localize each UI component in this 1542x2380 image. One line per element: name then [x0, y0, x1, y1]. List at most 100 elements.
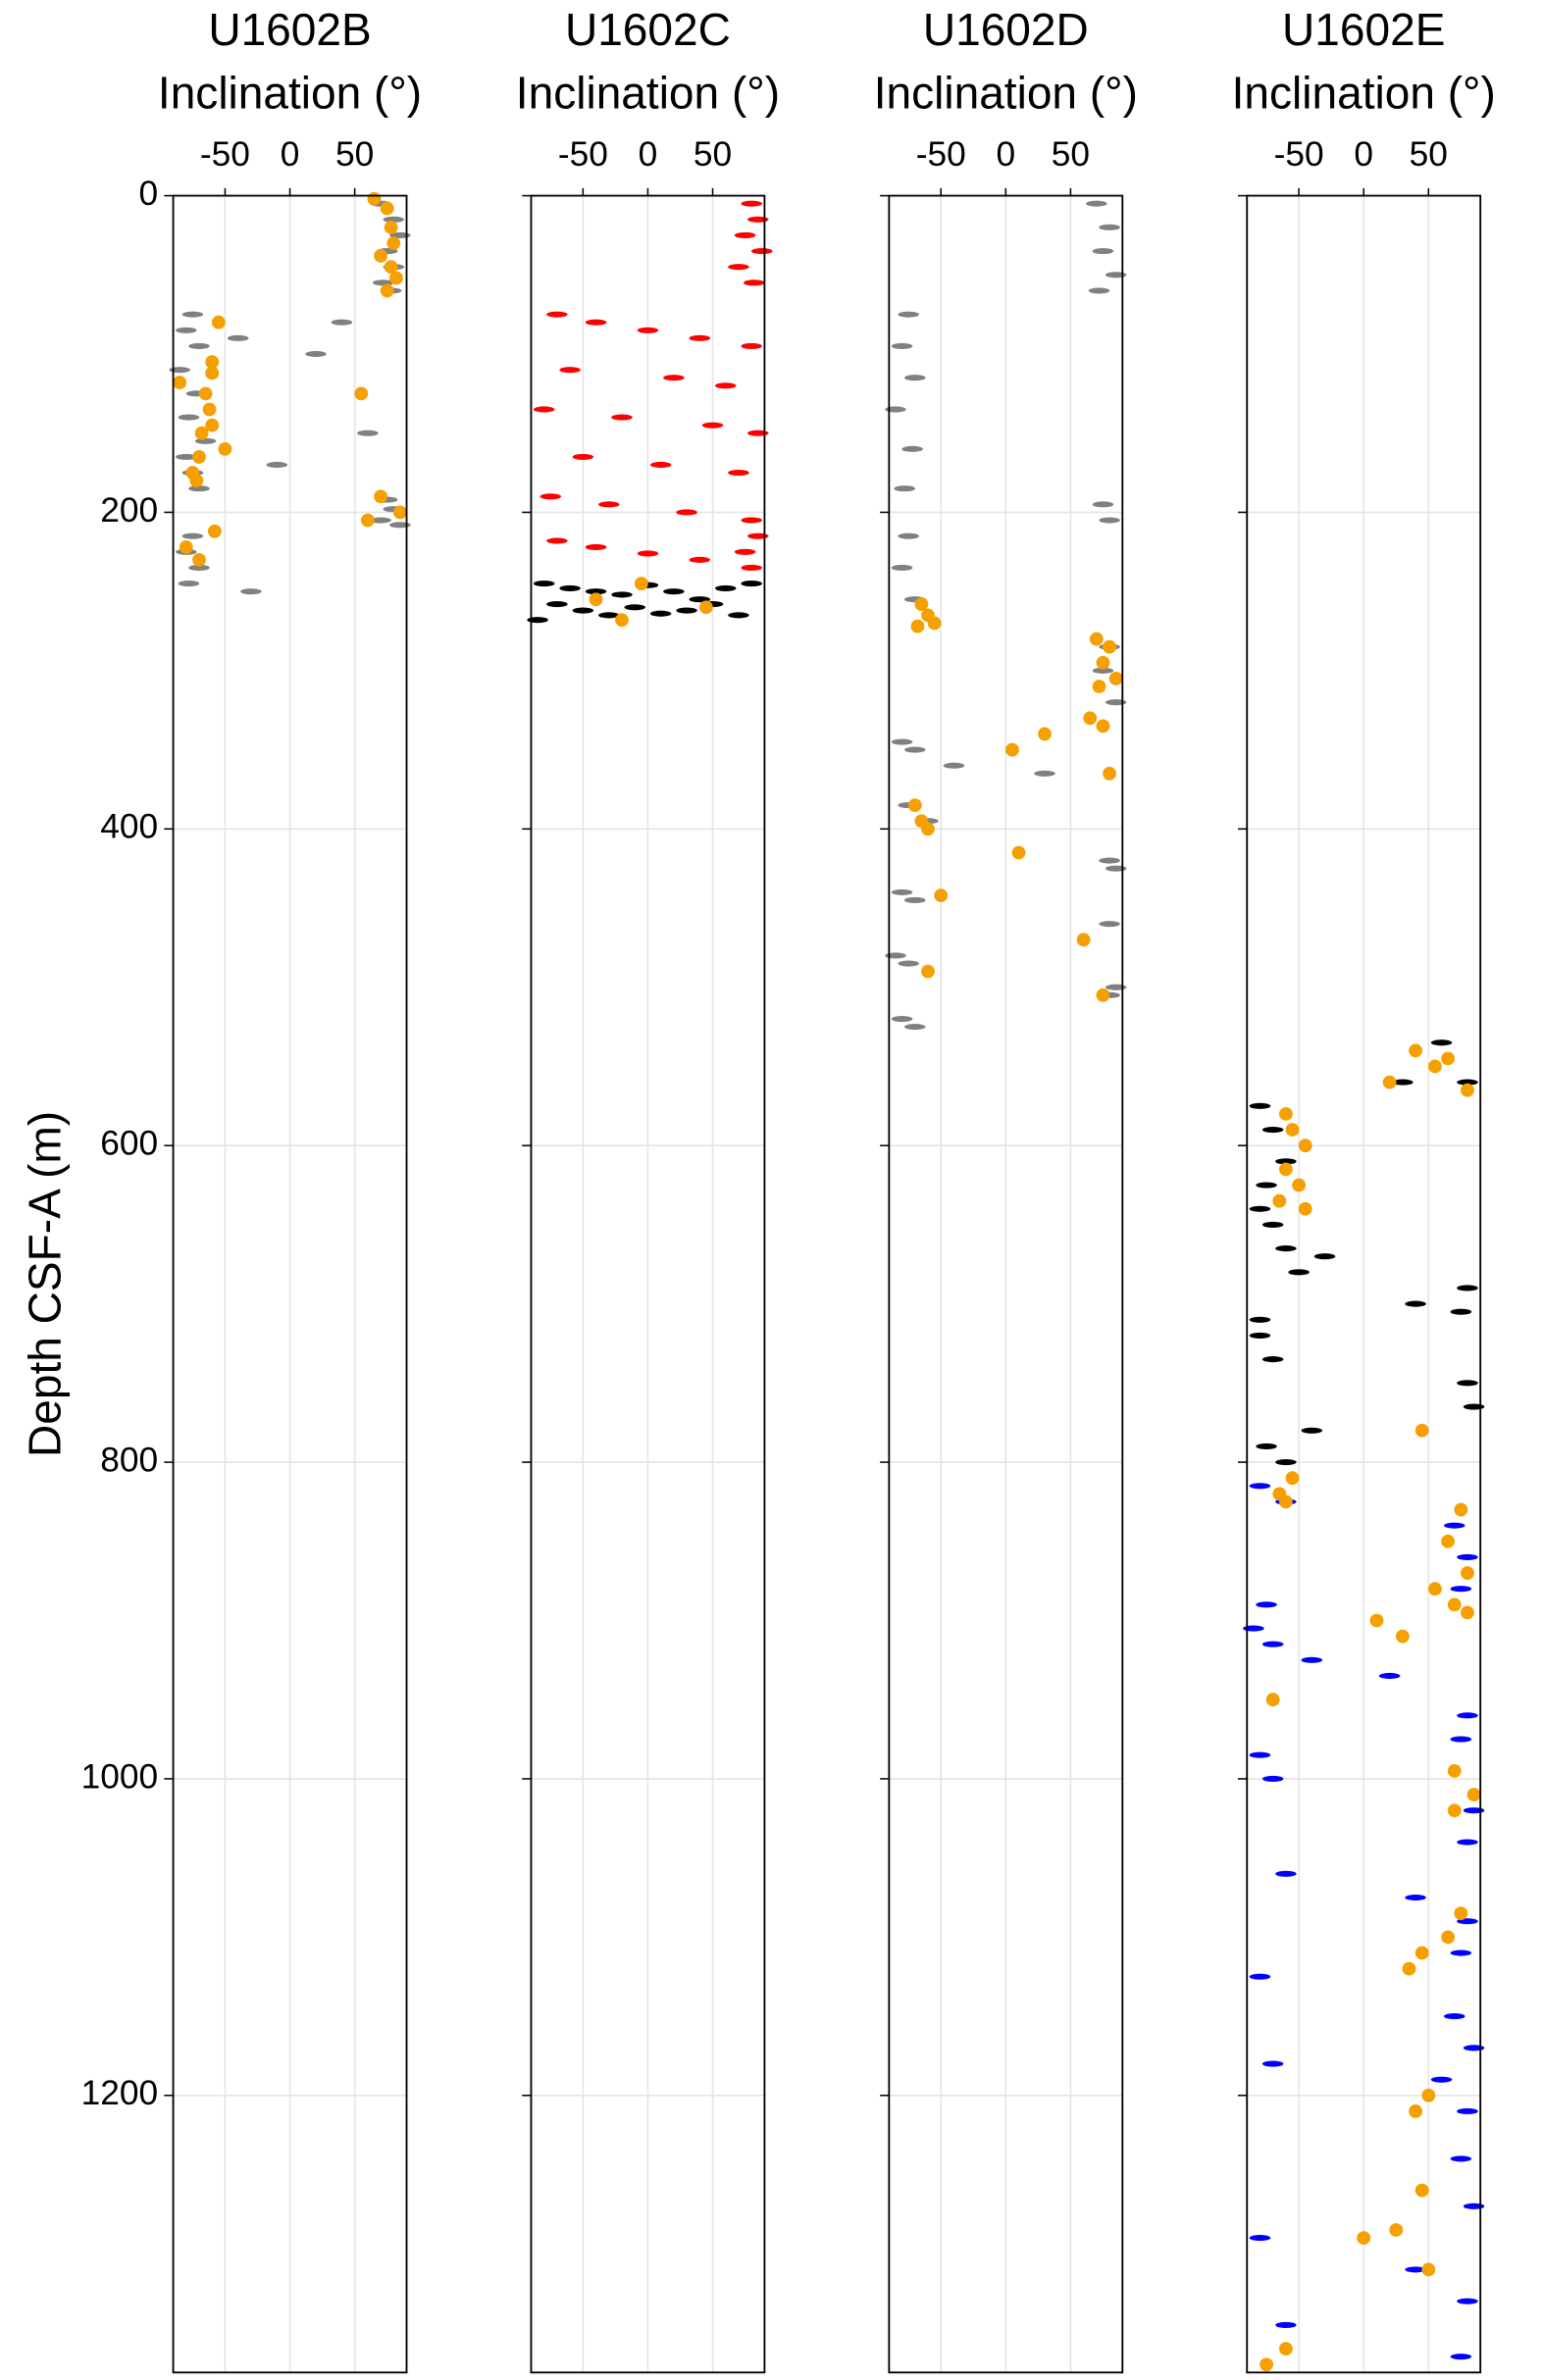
x-tick-label: -50 — [558, 135, 608, 174]
point — [891, 564, 913, 572]
point — [1444, 2013, 1465, 2020]
point — [540, 493, 562, 500]
point — [1441, 1051, 1456, 1066]
point — [1103, 766, 1116, 781]
point — [1261, 1356, 1284, 1363]
point — [1463, 1403, 1485, 1410]
point — [1450, 1308, 1472, 1315]
point — [728, 264, 749, 271]
point — [1457, 1839, 1478, 1846]
point — [546, 311, 568, 318]
point — [1105, 272, 1127, 279]
point — [1005, 742, 1019, 757]
point — [380, 283, 394, 298]
point — [1457, 2298, 1478, 2304]
point — [1357, 2231, 1371, 2246]
point — [1076, 933, 1091, 947]
x-axis-label: Inclination (°) — [158, 67, 422, 118]
point — [747, 216, 769, 223]
point — [1259, 2357, 1273, 2372]
point — [585, 543, 607, 551]
point — [1463, 1807, 1485, 1814]
point — [689, 334, 711, 341]
point — [714, 584, 737, 591]
point — [1249, 2235, 1271, 2242]
point — [1382, 1075, 1397, 1089]
point — [179, 540, 193, 554]
point — [1457, 1553, 1478, 1560]
point — [624, 604, 645, 611]
point — [891, 1015, 913, 1023]
point — [1298, 1139, 1312, 1153]
panel-title: U1602D — [923, 4, 1089, 55]
point — [1099, 857, 1120, 864]
point — [891, 738, 913, 745]
panel: U1602E Inclination (°) -50 0 50 — [1232, 4, 1496, 2374]
point — [1261, 1221, 1284, 1228]
point — [1275, 1870, 1297, 1877]
point — [1457, 2107, 1478, 2115]
point — [1092, 501, 1114, 508]
point — [1463, 2203, 1485, 2209]
point — [1096, 719, 1110, 734]
plot-frame — [172, 194, 408, 2374]
point — [374, 249, 387, 263]
point — [1083, 711, 1098, 726]
point — [1249, 1102, 1271, 1109]
point — [1038, 727, 1052, 741]
point — [1261, 1126, 1284, 1134]
point — [1256, 1443, 1277, 1449]
point — [894, 485, 915, 492]
point — [527, 617, 548, 624]
point — [205, 366, 220, 380]
point — [598, 612, 620, 619]
point — [1447, 1763, 1462, 1778]
point — [701, 422, 724, 429]
point — [202, 402, 217, 417]
point — [370, 517, 391, 524]
point — [1454, 1906, 1468, 1921]
point — [188, 342, 210, 349]
point — [1444, 1522, 1465, 1529]
point — [1096, 987, 1110, 1002]
point — [1275, 2321, 1297, 2328]
point — [1450, 2354, 1472, 2360]
point — [585, 319, 607, 326]
point — [1265, 1693, 1280, 1707]
point — [1441, 1534, 1456, 1548]
point — [728, 612, 749, 619]
point — [1409, 2104, 1423, 2118]
point — [1430, 2076, 1453, 2083]
point — [741, 517, 762, 524]
point — [1243, 1625, 1264, 1632]
x-tick-label: 0 — [997, 135, 1016, 174]
point — [176, 327, 197, 333]
point — [178, 581, 200, 587]
x-axis-label: Inclination (°) — [516, 67, 780, 118]
point — [1430, 1039, 1453, 1046]
point — [1369, 1613, 1384, 1628]
point — [1285, 1471, 1300, 1486]
point — [1421, 2088, 1436, 2102]
point — [1272, 1193, 1287, 1208]
point — [598, 501, 620, 508]
point — [1454, 1502, 1468, 1517]
point — [741, 342, 762, 349]
point — [1457, 1079, 1478, 1086]
point — [907, 798, 922, 813]
plot-frame — [530, 194, 766, 2374]
x-tick-label: 50 — [335, 135, 374, 174]
panel: U1602D Inclination (°) -50 0 50 — [874, 4, 1138, 2374]
point — [1105, 699, 1127, 706]
point — [1249, 1316, 1271, 1323]
point — [176, 453, 197, 461]
point — [891, 342, 913, 349]
point — [1108, 672, 1123, 685]
point — [1261, 1775, 1284, 1783]
point — [611, 414, 633, 421]
point — [1275, 1158, 1297, 1165]
point — [1249, 1483, 1271, 1490]
point — [1249, 1332, 1271, 1339]
point — [751, 247, 773, 255]
x-tick-label: 50 — [1052, 135, 1090, 174]
